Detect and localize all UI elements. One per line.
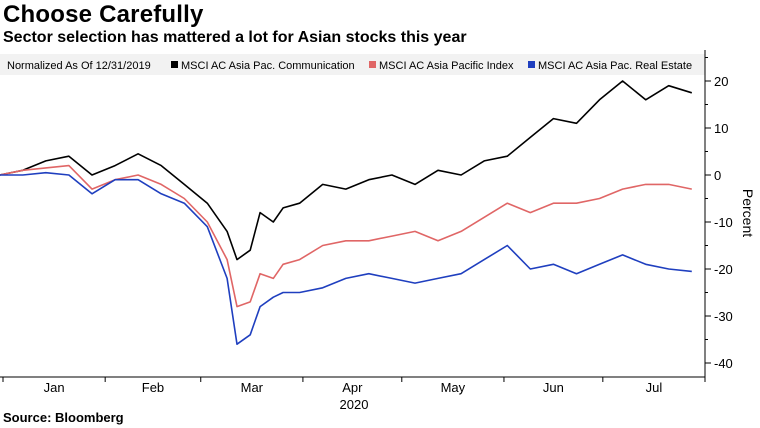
legend-swatch xyxy=(171,61,178,68)
legend-note: Normalized As Of 12/31/2019 xyxy=(7,60,151,72)
chart-subtitle: Sector selection has mattered a lot for … xyxy=(3,29,467,46)
y-tick-label: 20 xyxy=(714,74,728,89)
x-tick-label: Feb xyxy=(142,380,164,395)
x-tick-label: Apr xyxy=(342,380,363,395)
series-line-1 xyxy=(0,80,693,261)
y-tick-label: -30 xyxy=(714,309,733,324)
series-lines xyxy=(0,80,693,346)
legend-swatch xyxy=(369,61,376,68)
y-tick-label: 10 xyxy=(714,121,728,136)
y-tick-label: 0 xyxy=(714,168,721,183)
legend-background xyxy=(0,54,705,75)
x-tick-label: Jun xyxy=(543,380,564,395)
y-tick-label: -20 xyxy=(714,262,733,277)
legend-swatch xyxy=(528,61,535,68)
x-tick-label: Mar xyxy=(241,380,264,395)
x-tick-label: May xyxy=(441,380,466,395)
y-tick-label: -40 xyxy=(714,356,733,371)
y-axis-label: Percent xyxy=(740,189,756,237)
x-tick-label: Jan xyxy=(44,380,65,395)
x-tick-label: Jul xyxy=(646,380,663,395)
chart-title: Choose Carefully xyxy=(3,1,204,28)
series-line-2 xyxy=(0,164,692,308)
legend-label: MSCI AC Asia Pac. Real Estate xyxy=(538,60,692,72)
y-tick-label: -10 xyxy=(714,215,733,230)
source-note: Source: Bloomberg xyxy=(3,410,124,425)
legend-label: MSCI AC Asia Pacific Index xyxy=(379,60,514,72)
series-line-3 xyxy=(0,171,692,346)
x-year-label: 2020 xyxy=(340,397,369,412)
axes: 20 10 0 -10 -20 -30 -40 Percent Jan Feb Mar Apr May J… xyxy=(0,50,756,412)
legend-label: MSCI AC Asia Pac. Communication xyxy=(181,60,355,72)
legend: Normalized As Of 12/31/2019 MSCI AC Asia … xyxy=(0,54,705,75)
